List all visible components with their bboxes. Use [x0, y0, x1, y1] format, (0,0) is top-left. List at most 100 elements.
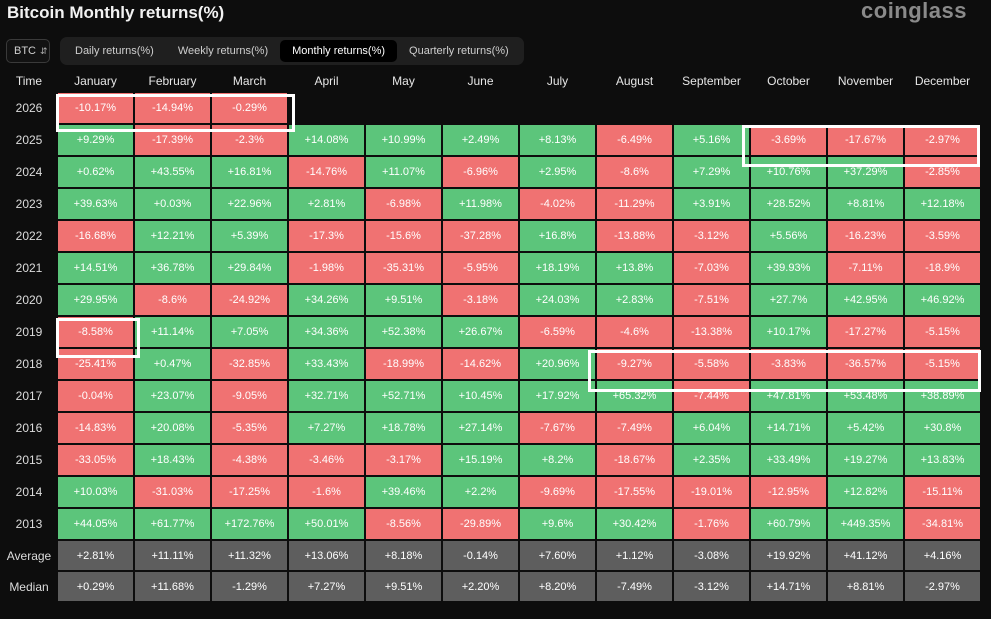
stat-cell: +8.20%: [520, 572, 595, 601]
stat-row: Average +2.81% +11.11% +11.32% +13.06% +8.18%…: [2, 541, 980, 570]
return-cell: +34.36%: [289, 317, 364, 347]
table-row: 2022 -16.68% +12.21% +5.39% -17.3% -15.6% -37.…: [2, 221, 980, 251]
return-cell: +16.81%: [212, 157, 287, 187]
return-cell: +0.62%: [58, 157, 133, 187]
return-cell: +65.32%: [597, 381, 672, 411]
return-cell: +8.2%: [520, 445, 595, 475]
return-cell: +172.76%: [212, 509, 287, 539]
return-cell: -0.04%: [58, 381, 133, 411]
return-cell: +20.96%: [520, 349, 595, 379]
return-cell: +7.05%: [212, 317, 287, 347]
table-row: 2020 +29.95% -8.6% -24.92% +34.26% +9.51% -3.1…: [2, 285, 980, 315]
return-cell: +16.8%: [520, 221, 595, 251]
row-year-label: 2021: [15, 261, 43, 275]
column-header-february: February: [148, 73, 197, 88]
return-cell: +15.19%: [443, 445, 518, 475]
return-cell: +8.81%: [828, 189, 903, 219]
return-cell: +10.17%: [751, 317, 826, 347]
return-cell: -4.6%: [597, 317, 672, 347]
return-cell: +13.8%: [597, 253, 672, 283]
row-year-label: 2026: [15, 101, 43, 115]
brand-logo: coinglass: [861, 0, 967, 23]
return-cell: +36.78%: [135, 253, 210, 283]
return-cell: +9.6%: [520, 509, 595, 539]
table-row: 2026 -10.17% -14.94% -0.29%: [2, 93, 980, 123]
return-cell: +9.51%: [366, 285, 441, 315]
table-row: 2019 -8.58% +11.14% +7.05% +34.36% +52.38% +26…: [2, 317, 980, 347]
column-header-may: May: [392, 73, 415, 88]
tab-quarterly-returns[interactable]: Quarterly returns(%): [409, 45, 509, 57]
return-cell: -4.38%: [212, 445, 287, 475]
table-row: 2021 +14.51% +36.78% +29.84% -1.98% -35.31% -5…: [2, 253, 980, 283]
asset-select[interactable]: BTC ⇵: [6, 39, 50, 63]
return-cell: -17.39%: [135, 125, 210, 155]
return-cell: -7.51%: [674, 285, 749, 315]
return-cell: -32.85%: [212, 349, 287, 379]
return-cell: -35.31%: [366, 253, 441, 283]
return-cell: [905, 93, 980, 123]
return-cell: -17.67%: [828, 125, 903, 155]
return-cell: -17.25%: [212, 477, 287, 507]
return-cell: -3.83%: [751, 349, 826, 379]
return-cell: +5.42%: [828, 413, 903, 443]
return-cell: +28.52%: [751, 189, 826, 219]
return-cell: +39.63%: [58, 189, 133, 219]
return-cell: +18.19%: [520, 253, 595, 283]
return-cell: -7.49%: [597, 413, 672, 443]
return-cell: -36.57%: [828, 349, 903, 379]
return-cell: +5.56%: [751, 221, 826, 251]
table-row: 2024 +0.62% +43.55% +16.81% -14.76% +11.07% -6…: [2, 157, 980, 187]
return-cell: +27.7%: [751, 285, 826, 315]
return-cell: +42.95%: [828, 285, 903, 315]
returns-tabs: Daily returns(%) Weekly returns(%) Month…: [60, 37, 524, 65]
return-cell: -1.98%: [289, 253, 364, 283]
return-cell: [443, 93, 518, 123]
return-cell: +23.07%: [135, 381, 210, 411]
tab-weekly-returns[interactable]: Weekly returns(%): [177, 45, 269, 57]
tab-monthly-returns[interactable]: Monthly returns(%): [280, 40, 398, 62]
row-year-label: 2017: [15, 389, 43, 403]
stat-cell: +7.60%: [520, 541, 595, 570]
return-cell: -17.55%: [597, 477, 672, 507]
stat-cell: +0.29%: [58, 572, 133, 601]
stat-cell: +8.81%: [828, 572, 903, 601]
stat-row: Median +0.29% +11.68% -1.29% +7.27% +9.51% +2.…: [2, 572, 980, 601]
table-row: 2015 -33.05% +18.43% -4.38% -3.46% -3.17% +15.…: [2, 445, 980, 475]
return-cell: +50.01%: [289, 509, 364, 539]
table-row: 2018 -25.41% +0.47% -32.85% +33.43% -18.99% -1…: [2, 349, 980, 379]
tab-daily-returns[interactable]: Daily returns(%): [75, 45, 154, 57]
return-cell: +18.43%: [135, 445, 210, 475]
return-cell: +2.95%: [520, 157, 595, 187]
return-cell: +20.08%: [135, 413, 210, 443]
return-cell: -9.69%: [520, 477, 595, 507]
return-cell: [674, 93, 749, 123]
row-year-label: 2018: [15, 357, 43, 371]
return-cell: -33.05%: [58, 445, 133, 475]
return-cell: -24.92%: [212, 285, 287, 315]
stat-label: Median: [9, 579, 49, 594]
stat-cell: -3.08%: [674, 541, 749, 570]
return-cell: -1.76%: [674, 509, 749, 539]
return-cell: +26.67%: [443, 317, 518, 347]
return-cell: [289, 93, 364, 123]
return-cell: +37.29%: [828, 157, 903, 187]
return-cell: +0.47%: [135, 349, 210, 379]
return-cell: +29.84%: [212, 253, 287, 283]
stat-cell: +19.92%: [751, 541, 826, 570]
row-year-label: 2014: [15, 485, 43, 499]
return-cell: -16.23%: [828, 221, 903, 251]
row-year-label: 2022: [15, 229, 43, 243]
column-header-october: October: [767, 73, 810, 88]
return-cell: -9.05%: [212, 381, 287, 411]
return-cell: -3.18%: [443, 285, 518, 315]
return-cell: [597, 93, 672, 123]
return-cell: -5.15%: [905, 317, 980, 347]
return-cell: [366, 93, 441, 123]
return-cell: -16.68%: [58, 221, 133, 251]
return-cell: +2.2%: [443, 477, 518, 507]
row-year-label: 2013: [15, 517, 43, 531]
return-cell: -37.28%: [443, 221, 518, 251]
return-cell: +13.83%: [905, 445, 980, 475]
stat-label: Average: [6, 548, 52, 563]
return-cell: -2.97%: [905, 125, 980, 155]
